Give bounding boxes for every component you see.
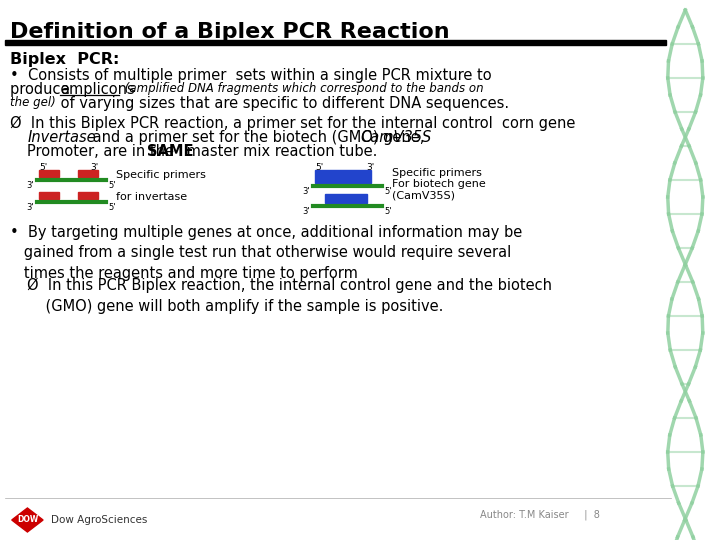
Text: (CamV35S): (CamV35S): [392, 190, 454, 200]
Text: 3': 3': [27, 181, 35, 190]
Text: •  Consists of multiple primer  sets within a single PCR mixture to: • Consists of multiple primer sets withi…: [10, 68, 492, 83]
Text: SAME: SAME: [147, 144, 194, 159]
Text: 3': 3': [302, 187, 310, 196]
Text: Ø  In this PCR Biplex reaction, the internal control gene and the biotech
    (G: Ø In this PCR Biplex reaction, the inter…: [27, 278, 552, 314]
Bar: [39, 170, 59, 177]
Text: 3': 3': [90, 163, 99, 172]
Bar: [315, 170, 371, 183]
Text: CamV35S: CamV35S: [360, 130, 431, 145]
Polygon shape: [12, 508, 43, 532]
Text: 3': 3': [27, 203, 35, 212]
Text: Promoter, are in the: Promoter, are in the: [27, 144, 179, 159]
Text: •  By targeting multiple genes at once, additional information may be
   gained : • By targeting multiple genes at once, a…: [10, 225, 522, 281]
Text: the gel): the gel): [10, 96, 55, 109]
Text: Biplex  PCR:: Biplex PCR:: [10, 52, 120, 67]
Text: Specific primers: Specific primers: [392, 168, 482, 178]
Text: Ø  In this Biplex PCR reaction, a primer set for the internal control  corn gene: Ø In this Biplex PCR reaction, a primer …: [10, 116, 575, 131]
Text: 3': 3': [366, 163, 374, 172]
Text: DOW: DOW: [17, 516, 38, 524]
Bar: [5, 40, 666, 45]
Text: (amplified DNA fragments which correspond to the bands on: (amplified DNA fragments which correspon…: [122, 82, 484, 95]
Bar: [39, 192, 59, 199]
Text: Author: T.M Kaiser     |  8: Author: T.M Kaiser | 8: [480, 510, 600, 521]
Text: 5': 5': [39, 163, 48, 172]
Bar: [325, 194, 367, 203]
Bar: [78, 170, 98, 177]
Text: and a primer set for the biotech (GMO) gene,: and a primer set for the biotech (GMO) g…: [88, 130, 433, 145]
Text: 5': 5': [109, 181, 116, 190]
Text: Definition of a Biplex PCR Reaction: Definition of a Biplex PCR Reaction: [10, 22, 449, 42]
Text: produce: produce: [10, 82, 74, 97]
Text: amplicons: amplicons: [60, 82, 135, 97]
Text: Dow AgroSciences: Dow AgroSciences: [51, 515, 148, 525]
Text: 5': 5': [315, 163, 323, 172]
Text: 5': 5': [384, 207, 392, 216]
Text: Invertase: Invertase: [27, 130, 96, 145]
Text: 5': 5': [384, 187, 392, 196]
Text: 5': 5': [109, 203, 116, 212]
Text: of varying sizes that are specific to different DNA sequences.: of varying sizes that are specific to di…: [56, 96, 509, 111]
Text: For biotech gene: For biotech gene: [392, 179, 485, 189]
Text: 3': 3': [302, 207, 310, 216]
Text: for invertase: for invertase: [115, 192, 186, 202]
Text: Specific primers: Specific primers: [115, 170, 205, 180]
Text: master mix reaction tube.: master mix reaction tube.: [182, 144, 377, 159]
Bar: [78, 192, 98, 199]
